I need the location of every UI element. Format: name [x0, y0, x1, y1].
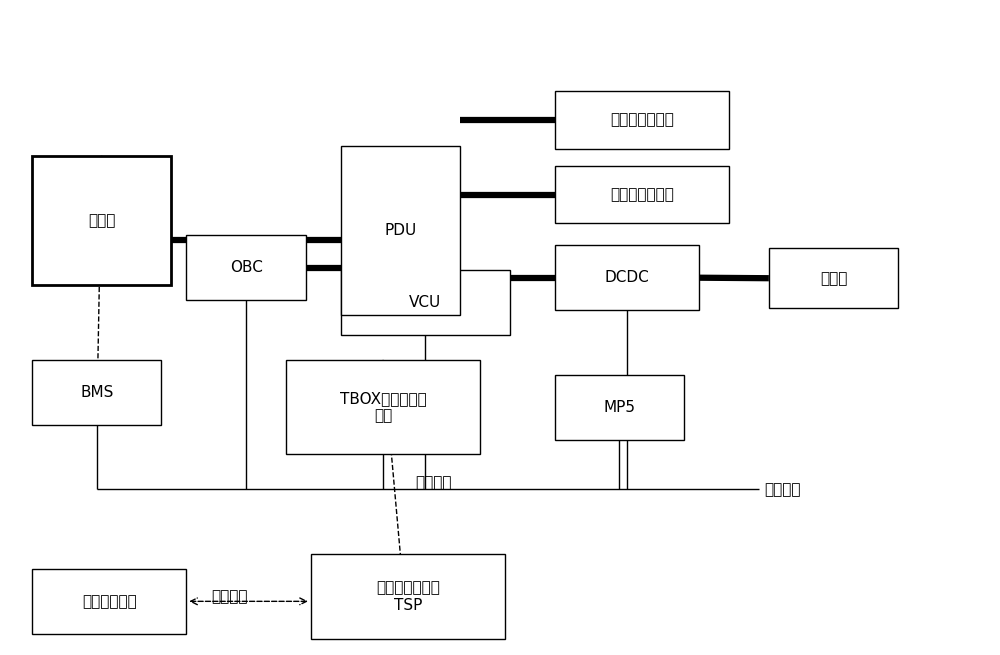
Text: 无线通讯: 无线通讯: [211, 590, 247, 605]
Text: 电池包加热附件: 电池包加热附件: [610, 113, 674, 127]
Bar: [186, 235, 306, 300]
Text: 蓄电池: 蓄电池: [820, 271, 847, 286]
Bar: [555, 375, 684, 440]
Bar: [32, 360, 161, 424]
Bar: [341, 146, 460, 315]
Text: 驾驶舱加热附件: 驾驶舱加热附件: [610, 187, 674, 202]
Text: 车内总线: 车内总线: [764, 482, 800, 496]
Text: MP5: MP5: [603, 400, 635, 415]
Text: 车联网服务平台
TSP: 车联网服务平台 TSP: [376, 580, 440, 612]
Bar: [286, 360, 480, 455]
Bar: [32, 569, 186, 633]
Bar: [769, 248, 898, 308]
Bar: [311, 554, 505, 639]
Text: PDU: PDU: [384, 223, 417, 238]
Text: 智能移动终端: 智能移动终端: [82, 594, 137, 609]
Text: TBOX（带存储功
能）: TBOX（带存储功 能）: [340, 391, 426, 423]
Text: DCDC: DCDC: [605, 271, 649, 285]
Bar: [555, 166, 729, 223]
Text: VCU: VCU: [409, 295, 441, 310]
Bar: [341, 271, 510, 335]
Text: OBC: OBC: [230, 260, 263, 275]
Text: 电池包: 电池包: [88, 213, 115, 228]
Bar: [32, 156, 171, 285]
Text: BMS: BMS: [80, 384, 113, 400]
Text: 无线通讯: 无线通讯: [415, 475, 452, 490]
Bar: [555, 91, 729, 149]
Bar: [555, 246, 699, 310]
